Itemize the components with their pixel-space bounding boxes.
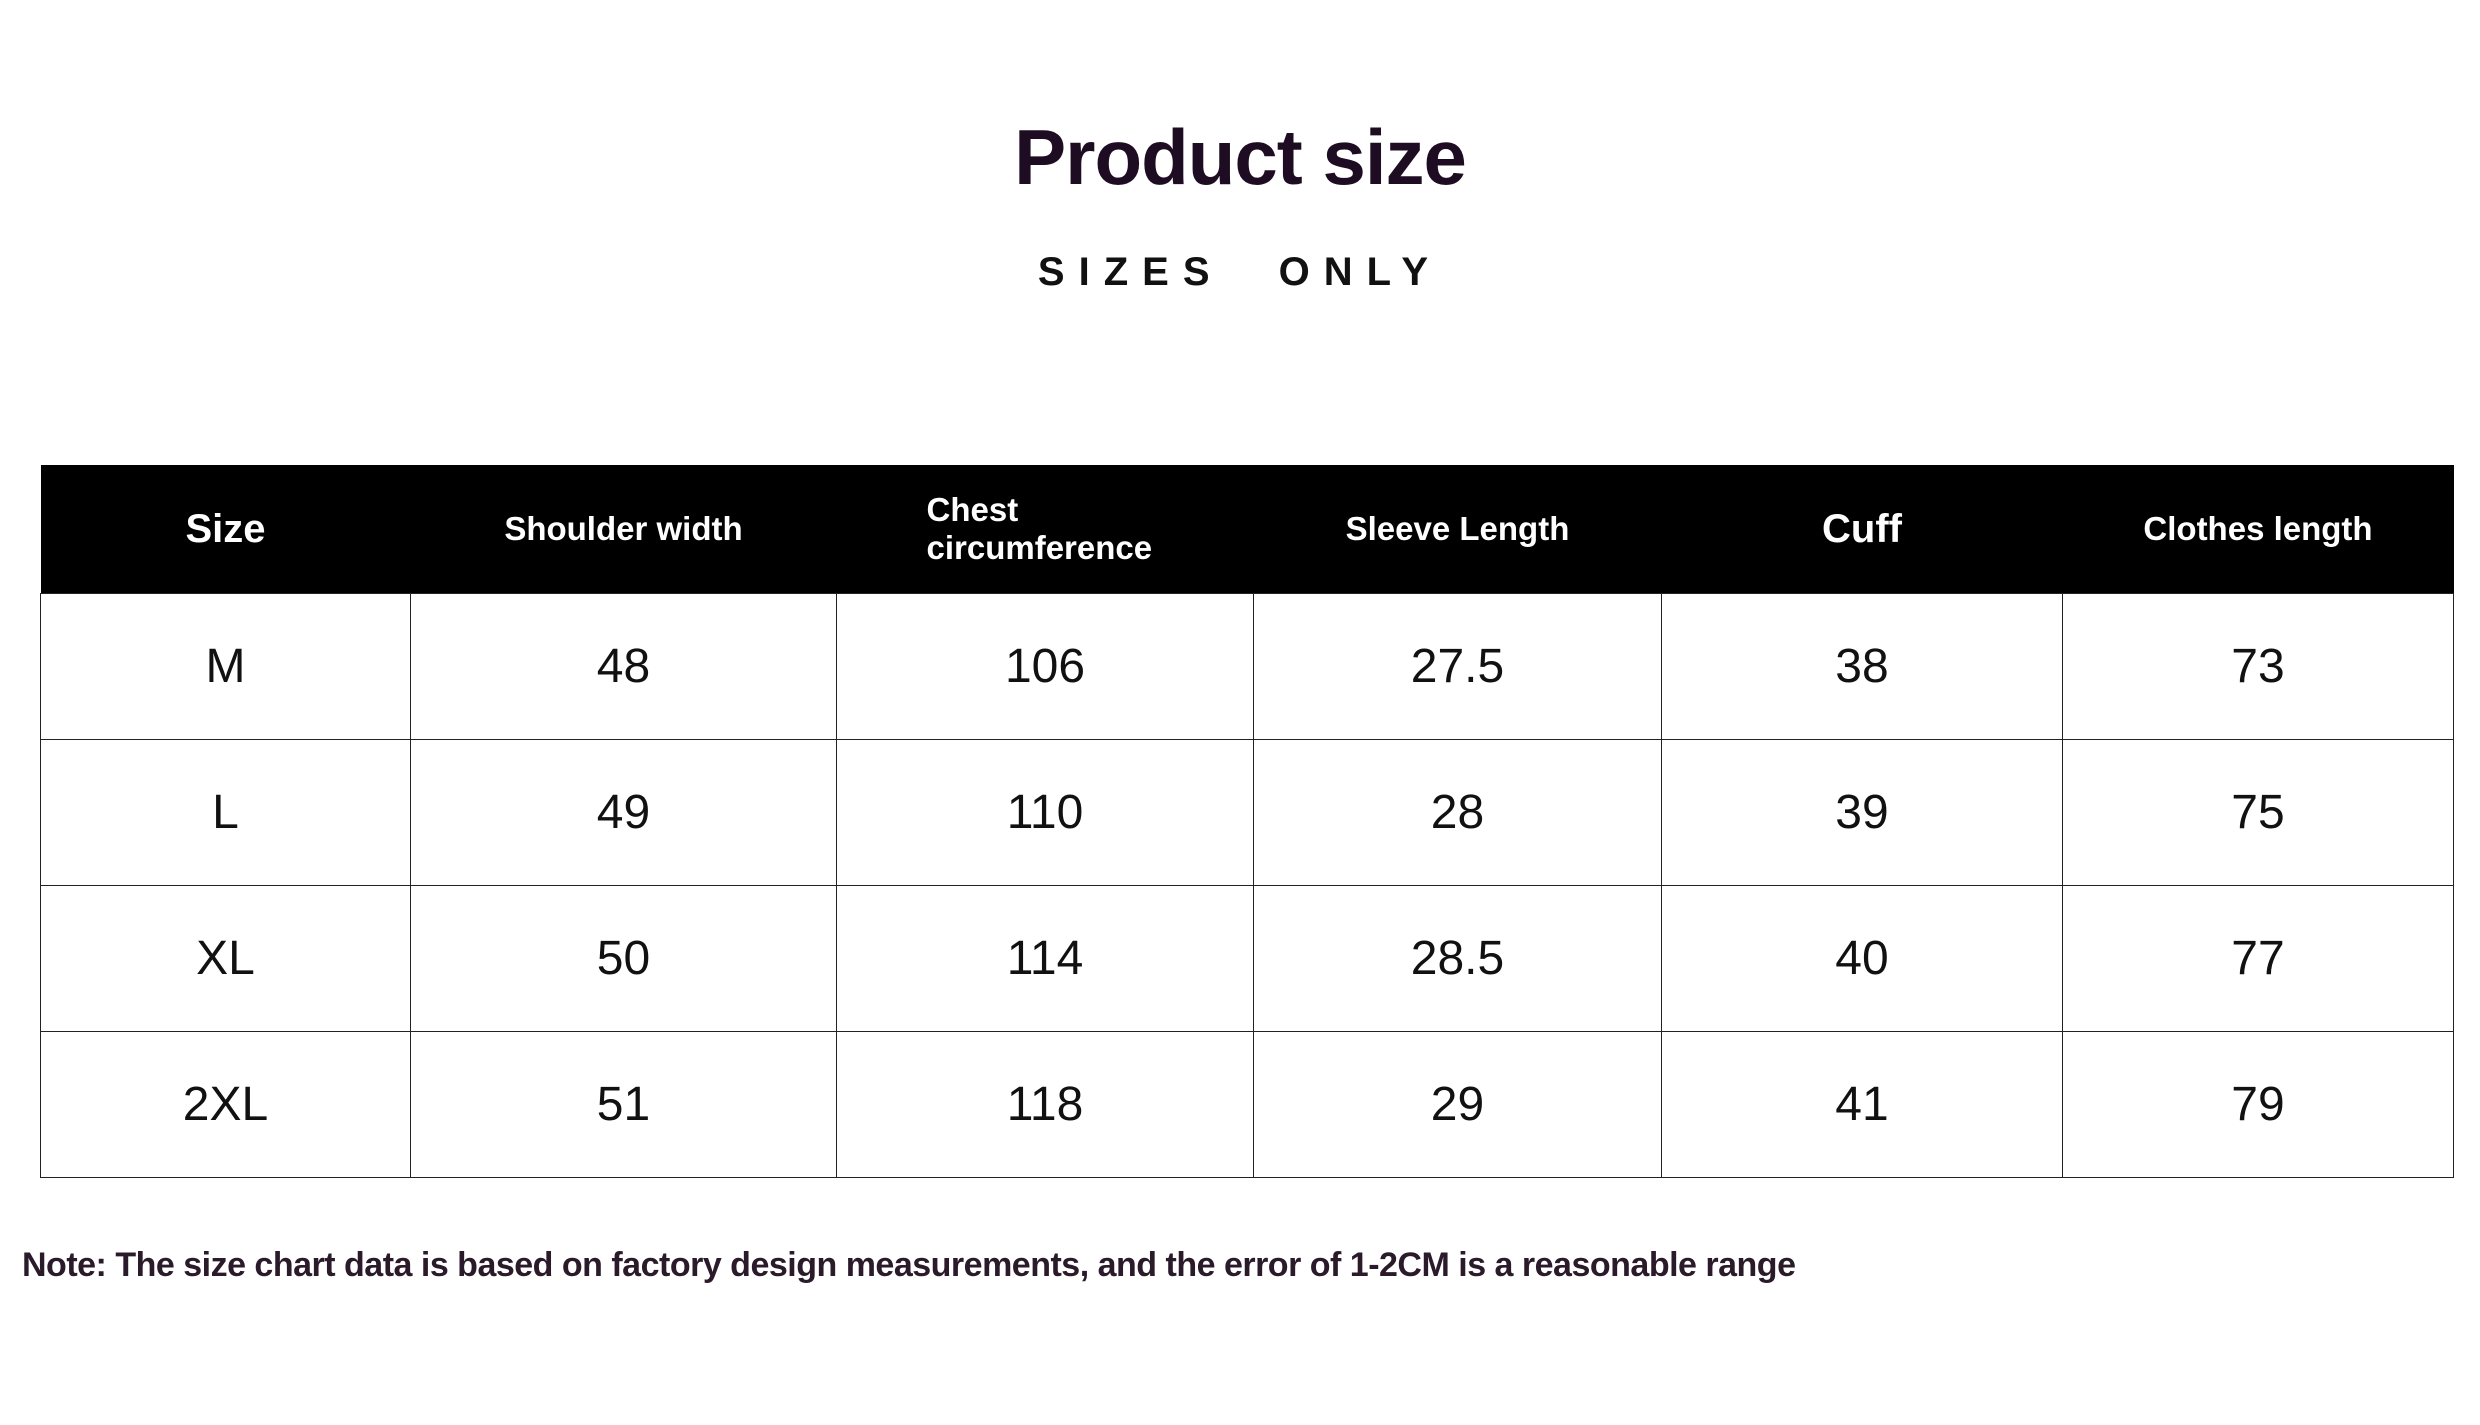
table-cell: 28.5: [1253, 885, 1662, 1032]
page-subtitle: SIZES ONLY: [1037, 250, 1443, 294]
header-size: Size: [40, 465, 411, 594]
table-cell: XL: [40, 885, 411, 1032]
table-cell: 79: [2062, 1031, 2454, 1178]
table-header-row: Size Shoulder width Chest circumference …: [40, 465, 2454, 594]
table-cell: 39: [1661, 739, 2063, 886]
table-cell: 75: [2062, 739, 2454, 886]
table-row: L 49 110 28 39 75: [40, 739, 2454, 886]
table-cell: 106: [836, 593, 1254, 740]
table-cell: L: [40, 739, 411, 886]
header-sleeve-length: Sleeve Length: [1253, 465, 1662, 594]
table-cell: 118: [836, 1031, 1254, 1178]
table-cell: 110: [836, 739, 1254, 886]
table-cell: 27.5: [1253, 593, 1662, 740]
header-shoulder-width: Shoulder width: [410, 465, 837, 594]
table-cell: 40: [1661, 885, 2063, 1032]
table-cell: 73: [2062, 593, 2454, 740]
table-cell: 2XL: [40, 1031, 411, 1178]
table-cell: 38: [1661, 593, 2063, 740]
table-row: M 48 106 27.5 38 73: [40, 593, 2454, 740]
table-row: 2XL 51 118 29 41 79: [40, 1031, 2454, 1178]
size-note: Note: The size chart data is based on fa…: [22, 1246, 1796, 1284]
header-clothes-length: Clothes length: [2062, 465, 2454, 594]
table-cell: 50: [410, 885, 837, 1032]
table-cell: 51: [410, 1031, 837, 1178]
table-row: XL 50 114 28.5 40 77: [40, 885, 2454, 1032]
table-cell: 48: [410, 593, 837, 740]
table-cell: 114: [836, 885, 1254, 1032]
page-title: Product size: [1014, 113, 1467, 201]
table-cell: 28: [1253, 739, 1662, 886]
size-table: Size Shoulder width Chest circumference …: [40, 465, 2454, 1178]
header-cuff: Cuff: [1661, 465, 2063, 594]
table-cell: 49: [410, 739, 837, 886]
header-chest-circumference: Chest circumference: [836, 465, 1254, 594]
table-cell: 29: [1253, 1031, 1662, 1178]
table-cell: 41: [1661, 1031, 2063, 1178]
table-cell: 77: [2062, 885, 2454, 1032]
table-cell: M: [40, 593, 411, 740]
